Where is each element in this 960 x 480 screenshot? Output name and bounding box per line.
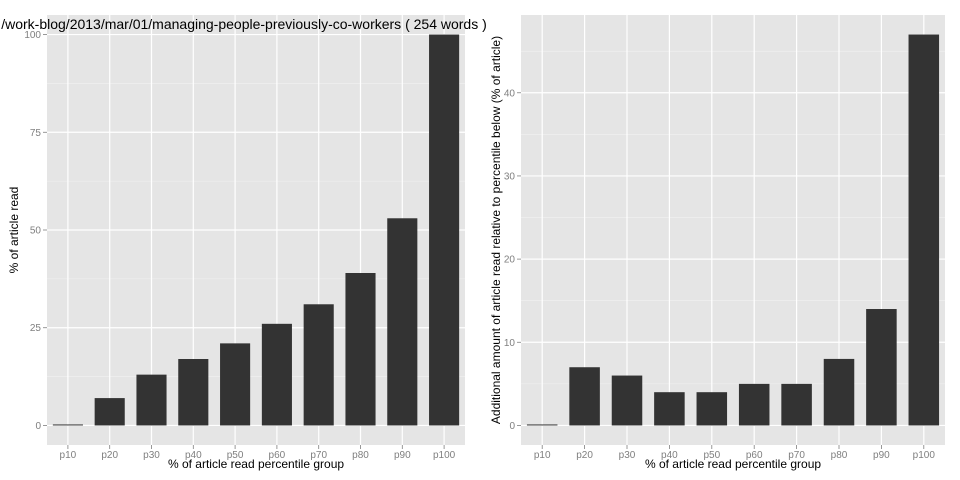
x-tick-label: p60 — [746, 450, 763, 461]
bar-p20 — [94, 398, 125, 426]
x-axis-title: % of article read percentile group — [645, 457, 821, 471]
x-tick-label: p80 — [352, 450, 369, 461]
x-axis-title: % of article read percentile group — [168, 457, 344, 471]
chart-title: /work-blog/2013/mar/01/managing-people-p… — [1, 16, 487, 32]
x-tick-label: p30 — [143, 450, 160, 461]
x-tick-label: p40 — [661, 450, 678, 461]
y-tick-label: 75 — [30, 128, 42, 139]
x-tick-label: p40 — [185, 450, 202, 461]
bar-p100 — [908, 34, 940, 426]
bar-p80 — [823, 358, 855, 426]
x-tick-label: p30 — [619, 450, 636, 461]
chart-panel-right: 0 10 20 30 40 p10 p20 p30 p40 p50 p60 p70 p80 p90 p100… — [489, 15, 945, 471]
bar-p60 — [261, 323, 292, 426]
bar-p100 — [429, 34, 460, 426]
bar-p50 — [696, 392, 728, 426]
bar-p70 — [781, 383, 812, 426]
bar-p90 — [866, 309, 897, 426]
y-tick-label: 10 — [504, 338, 516, 349]
x-tick-label: p60 — [269, 450, 286, 461]
x-tick-label: p70 — [788, 450, 805, 461]
bar-p20 — [569, 367, 600, 426]
bar-p10 — [52, 424, 83, 426]
bar-p40 — [654, 392, 685, 426]
bar-p50 — [220, 343, 251, 426]
x-tick-label: p10 — [60, 450, 77, 461]
x-tick-label: p100 — [913, 450, 936, 461]
bar-p30 — [136, 374, 167, 426]
x-tick-label: p20 — [576, 450, 593, 461]
y-tick-label: 30 — [504, 171, 516, 182]
x-tick-label: p80 — [831, 450, 848, 461]
y-tick-label: 0 — [35, 421, 41, 432]
bar-p60 — [738, 383, 770, 426]
y-tick-label: 50 — [30, 226, 42, 237]
y-tick-label: 20 — [504, 255, 516, 266]
x-tick-label: p10 — [534, 450, 551, 461]
y-tick-label: 0 — [509, 421, 515, 432]
bar-p80 — [345, 273, 376, 426]
x-tick-label: p70 — [310, 450, 327, 461]
x-tick-label: p20 — [101, 450, 118, 461]
bar-p40 — [178, 359, 209, 426]
x-tick-label: p90 — [394, 450, 411, 461]
y-tick-label: 40 — [504, 88, 516, 99]
x-tick-label: p100 — [433, 450, 456, 461]
chart-panel-left: 0 25 50 75 100 p10 p20 p30 p40 p50 p60 p70 p80 p90 p10… — [7, 15, 465, 471]
x-tick-label: p90 — [873, 450, 890, 461]
y-tick-label: 25 — [30, 323, 42, 334]
bar-p10 — [526, 424, 558, 426]
bar-p70 — [303, 304, 334, 426]
x-tick-label: p50 — [227, 450, 244, 461]
x-tick-label: p50 — [703, 450, 720, 461]
y-tick-label: 100 — [24, 30, 41, 41]
bar-p90 — [387, 218, 418, 426]
y-axis-title: Additional amount of article read relati… — [489, 36, 503, 424]
y-axis-title: % of article read — [7, 187, 21, 274]
bar-p30 — [611, 375, 643, 426]
